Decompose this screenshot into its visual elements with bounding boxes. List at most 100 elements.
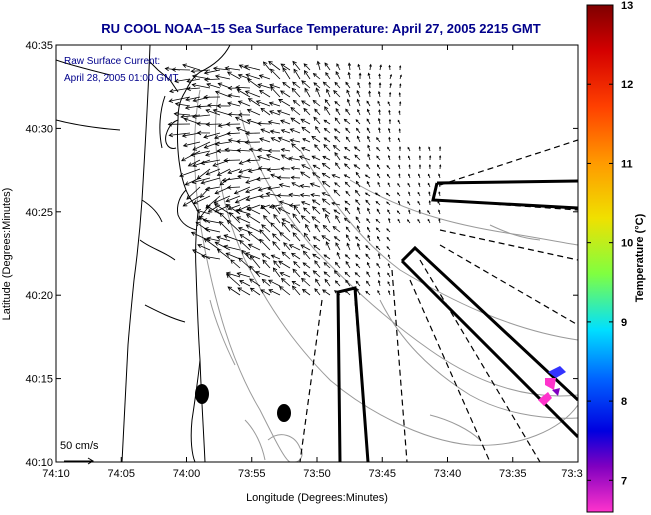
current-vector [290, 252, 301, 260]
current-vector [300, 215, 311, 224]
current-vector [237, 100, 251, 107]
current-vector [196, 209, 211, 215]
current-vector [280, 129, 291, 134]
current-vector [226, 273, 241, 287]
current-vector [438, 182, 441, 188]
colorbar-tick-label: 12 [621, 79, 633, 91]
current-vector [214, 141, 231, 147]
current-vector [234, 116, 251, 125]
current-vector [357, 63, 361, 71]
current-vector [379, 64, 382, 71]
current-vector [243, 64, 261, 71]
current-vector [356, 98, 361, 107]
current-vector [387, 101, 391, 107]
current-vector [354, 154, 361, 161]
current-vector [255, 270, 271, 278]
current-vector [281, 221, 291, 233]
y-axis-ticks: 40:35 40:30 40:25 40:20 40:15 40:10 [25, 40, 578, 469]
current-vector [290, 224, 301, 233]
current-vector [270, 86, 281, 98]
current-vector [366, 280, 371, 287]
current-vector [325, 72, 331, 80]
x-tick-label: 73:45 [368, 468, 396, 480]
current-vector [245, 195, 261, 202]
y-tick-label: 40:35 [25, 40, 53, 52]
current-vector [259, 194, 271, 199]
land-marker [195, 384, 209, 404]
current-vector [292, 213, 301, 224]
current-vector [407, 200, 411, 206]
current-vector [299, 193, 311, 198]
current-vector [303, 271, 311, 278]
current-vector [345, 108, 351, 116]
current-vector [290, 107, 301, 116]
current-vector [291, 281, 301, 287]
current-vector [345, 234, 351, 242]
x-tick-label: 73:55 [238, 468, 266, 480]
current-vector [201, 254, 221, 260]
current-vector [336, 251, 341, 260]
current-vector [388, 64, 391, 71]
x-tick-label: 73:3 [561, 468, 582, 480]
current-vector [303, 232, 311, 242]
current-vector [245, 214, 261, 224]
current-vector [259, 229, 271, 242]
current-vector [365, 199, 371, 206]
current-vector [398, 155, 401, 161]
current-vector [237, 287, 251, 296]
current-vector [367, 207, 371, 215]
current-vector [364, 192, 371, 197]
current-vector [203, 77, 221, 82]
current-vector [356, 287, 361, 296]
current-vector [357, 108, 361, 116]
x-tick-label: 73:40 [434, 468, 462, 480]
current-vector [181, 150, 201, 162]
current-vector [270, 222, 281, 233]
current-vector [377, 271, 381, 278]
current-vector [312, 73, 321, 80]
current-vector [356, 225, 361, 233]
current-vector [377, 181, 381, 188]
current-vector [226, 131, 241, 136]
current-vector [260, 289, 271, 296]
current-vector [267, 148, 281, 154]
current-vector [334, 290, 341, 296]
current-vector [282, 67, 291, 80]
current-vector [190, 150, 211, 157]
current-vector [397, 192, 401, 197]
current-vector [322, 155, 331, 161]
current-vector [344, 181, 351, 188]
current-vector [191, 177, 211, 184]
current-vector [292, 60, 301, 71]
colorbar [586, 4, 614, 513]
current-vector [323, 127, 331, 134]
current-vector [335, 70, 341, 80]
current-vector [190, 68, 211, 74]
current-vector [438, 146, 442, 152]
current-vector [291, 182, 301, 188]
current-vector [267, 279, 281, 287]
current-vector [378, 127, 381, 134]
current-vector [355, 216, 361, 224]
current-vector [236, 148, 251, 153]
current-vector [301, 100, 311, 107]
current-vector [300, 171, 311, 179]
current-vector [355, 263, 361, 269]
current-vector [438, 173, 441, 179]
current-vector [292, 232, 301, 242]
current-vector [273, 260, 281, 269]
current-vector [239, 234, 251, 242]
current-vector [407, 219, 411, 224]
current-vector [301, 288, 311, 296]
current-vector [321, 180, 331, 188]
current-vector [224, 66, 241, 71]
colorbar-tick-label: 9 [621, 317, 627, 329]
current-vector [407, 155, 411, 161]
current-vector [366, 127, 371, 134]
current-vector [277, 136, 291, 143]
current-vector [343, 156, 351, 161]
current-vector [236, 89, 251, 98]
current-vector [290, 175, 301, 180]
current-vector [311, 135, 321, 143]
current-vector [366, 108, 371, 116]
